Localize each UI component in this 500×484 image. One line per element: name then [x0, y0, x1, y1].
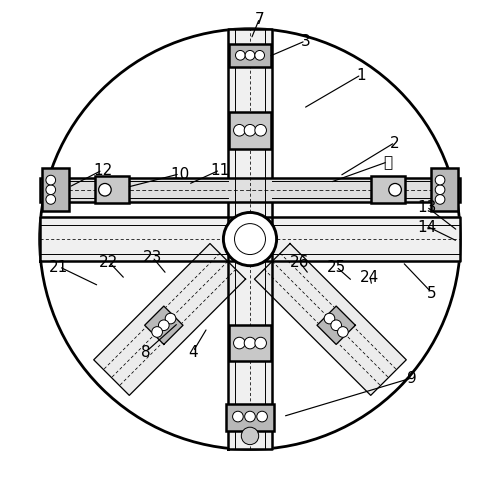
Circle shape: [257, 411, 268, 422]
Circle shape: [324, 314, 335, 324]
Polygon shape: [254, 244, 406, 395]
Polygon shape: [250, 217, 460, 262]
Circle shape: [236, 51, 245, 61]
Bar: [42, 169, 68, 212]
Bar: [228, 326, 272, 362]
Circle shape: [435, 176, 445, 185]
Polygon shape: [144, 306, 183, 345]
Circle shape: [245, 51, 255, 61]
Circle shape: [338, 327, 348, 337]
Bar: [371, 177, 405, 204]
Bar: [228, 45, 272, 68]
Text: 2: 2: [390, 136, 400, 151]
Text: 14: 14: [417, 219, 436, 234]
Polygon shape: [228, 30, 272, 240]
Circle shape: [46, 176, 56, 185]
Text: 10: 10: [170, 167, 190, 182]
Circle shape: [40, 30, 461, 450]
Circle shape: [244, 337, 256, 349]
Text: 5: 5: [426, 285, 436, 300]
Circle shape: [244, 125, 256, 137]
Text: 22: 22: [99, 255, 118, 270]
Circle shape: [224, 213, 276, 266]
Bar: [228, 113, 272, 150]
Circle shape: [158, 320, 169, 331]
Circle shape: [389, 184, 402, 197]
Circle shape: [435, 185, 445, 195]
Text: 11: 11: [210, 163, 230, 178]
Circle shape: [46, 195, 56, 205]
Text: 24: 24: [360, 269, 380, 284]
Circle shape: [98, 184, 111, 197]
Text: 23: 23: [142, 250, 162, 265]
Circle shape: [232, 411, 243, 422]
Polygon shape: [40, 217, 250, 262]
Bar: [95, 177, 129, 204]
Bar: [226, 405, 274, 431]
Text: 13: 13: [417, 200, 436, 215]
Circle shape: [242, 427, 258, 445]
Text: 12: 12: [93, 163, 112, 178]
Text: 4: 4: [188, 345, 198, 360]
Circle shape: [152, 327, 162, 337]
Text: 25: 25: [326, 259, 345, 274]
Text: 26: 26: [290, 255, 309, 270]
Circle shape: [234, 125, 245, 137]
Circle shape: [46, 185, 56, 195]
Polygon shape: [94, 244, 246, 395]
Polygon shape: [317, 306, 356, 345]
Circle shape: [234, 337, 245, 349]
Text: 䄞: 䄞: [384, 155, 392, 170]
Circle shape: [331, 320, 342, 331]
Circle shape: [244, 411, 256, 422]
Text: 21: 21: [50, 259, 68, 274]
Text: 3: 3: [300, 34, 310, 49]
Circle shape: [255, 337, 266, 349]
Circle shape: [255, 51, 264, 61]
Bar: [40, 178, 461, 202]
Circle shape: [435, 195, 445, 205]
Text: 8: 8: [141, 345, 151, 360]
Text: 1: 1: [356, 68, 366, 83]
Text: 7: 7: [255, 12, 264, 27]
Circle shape: [165, 314, 176, 324]
Polygon shape: [228, 240, 272, 450]
Bar: [432, 169, 458, 212]
Circle shape: [255, 125, 266, 137]
Text: 9: 9: [407, 371, 417, 386]
